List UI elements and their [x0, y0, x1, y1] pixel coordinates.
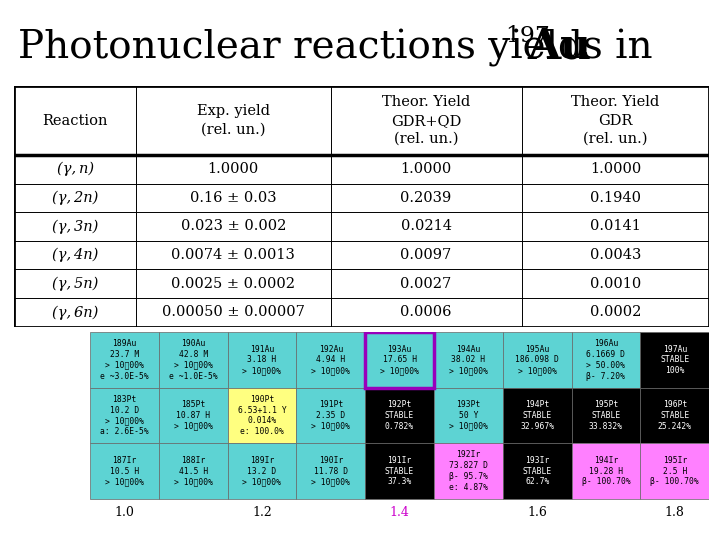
Bar: [228, 388, 297, 443]
Text: 0.0002: 0.0002: [590, 306, 641, 319]
Text: 190Ir
11.78 D
> 10⁳00%: 190Ir 11.78 D > 10⁳00%: [311, 456, 351, 487]
Bar: [90, 388, 159, 443]
Text: 195Au
186.098 D
> 10⁳00%: 195Au 186.098 D > 10⁳00%: [516, 345, 559, 375]
Text: Exp. yield
(rel. un.): Exp. yield (rel. un.): [197, 104, 270, 137]
Text: (γ, 3n): (γ, 3n): [52, 219, 99, 234]
Bar: [365, 332, 434, 388]
Bar: [365, 332, 434, 388]
Text: 1.0000: 1.0000: [400, 162, 451, 176]
Text: 0.1940: 0.1940: [590, 191, 641, 205]
Bar: [572, 332, 640, 388]
Text: 188Ir
41.5 H
> 10⁳00%: 188Ir 41.5 H > 10⁳00%: [174, 456, 212, 487]
Bar: [434, 443, 503, 499]
Text: 187Ir
10.5 H
> 10⁳00%: 187Ir 10.5 H > 10⁳00%: [105, 456, 144, 487]
Text: 1.0000: 1.0000: [590, 162, 641, 176]
Bar: [297, 388, 365, 443]
Text: 194Au
38.02 H
> 10⁳00%: 194Au 38.02 H > 10⁳00%: [449, 345, 488, 375]
Text: 0.16 ± 0.03: 0.16 ± 0.03: [190, 191, 276, 205]
Bar: [640, 443, 709, 499]
Text: 193Au
17.65 H
> 10⁳00%: 193Au 17.65 H > 10⁳00%: [380, 345, 419, 375]
Text: 0.0043: 0.0043: [590, 248, 641, 262]
Text: 0.0010: 0.0010: [590, 276, 641, 291]
Text: 0.0074 ± 0.0013: 0.0074 ± 0.0013: [171, 248, 295, 262]
Bar: [365, 443, 434, 499]
Bar: [434, 388, 503, 443]
Text: 194Ir
19.28 H
β- 100.70%: 194Ir 19.28 H β- 100.70%: [582, 456, 631, 487]
Bar: [159, 443, 228, 499]
Bar: [434, 332, 503, 388]
Text: 195Pt
STABLE
33.832%: 195Pt STABLE 33.832%: [589, 400, 623, 431]
Bar: [159, 388, 228, 443]
Text: (γ, 2n): (γ, 2n): [52, 191, 99, 205]
Bar: [90, 443, 159, 499]
Text: 189Au
23.7 M
> 10⁳00%
e ~3.0E-5%: 189Au 23.7 M > 10⁳00% e ~3.0E-5%: [100, 339, 149, 381]
Bar: [228, 443, 297, 499]
Text: Theor. Yield
GDR+QD
(rel. un.): Theor. Yield GDR+QD (rel. un.): [382, 95, 470, 146]
Text: 190Au
42.8 M
> 10⁳00%
e ~1.0E-5%: 190Au 42.8 M > 10⁳00% e ~1.0E-5%: [168, 339, 217, 381]
Text: 0.0025 ± 0.0002: 0.0025 ± 0.0002: [171, 276, 295, 291]
Text: 1.8: 1.8: [665, 506, 685, 519]
Bar: [365, 388, 434, 443]
Text: 1.6: 1.6: [527, 506, 547, 519]
Bar: [640, 388, 709, 443]
Text: Photonuclear reactions yields in: Photonuclear reactions yields in: [18, 29, 665, 66]
Text: 191Au
3.18 H
> 10⁳00%: 191Au 3.18 H > 10⁳00%: [243, 345, 282, 375]
Text: 192Pt
STABLE
0.782%: 192Pt STABLE 0.782%: [385, 400, 414, 431]
Text: 192Au
4.94 H
> 10⁳00%: 192Au 4.94 H > 10⁳00%: [311, 345, 351, 375]
Bar: [228, 332, 297, 388]
Bar: [503, 443, 572, 499]
Bar: [640, 332, 709, 388]
Text: 1.2: 1.2: [252, 506, 272, 519]
Text: 0.0214: 0.0214: [400, 219, 451, 233]
Bar: [503, 388, 572, 443]
Bar: [297, 443, 365, 499]
Bar: [90, 332, 159, 388]
Text: (γ, n): (γ, n): [57, 162, 94, 177]
Text: Theor. Yield
GDR
(rel. un.): Theor. Yield GDR (rel. un.): [571, 95, 660, 146]
Text: Au: Au: [527, 25, 591, 67]
Text: 196Au
6.1669 D
> 50.00%
β- 7.20%: 196Au 6.1669 D > 50.00% β- 7.20%: [587, 339, 626, 381]
Text: 185Pt
10.87 H
> 10⁳00%: 185Pt 10.87 H > 10⁳00%: [174, 400, 212, 431]
Text: 193Ir
STABLE
62.7%: 193Ir STABLE 62.7%: [523, 456, 552, 487]
Text: 192Ir
73.827 D
β- 95.7%
e: 4.87%: 192Ir 73.827 D β- 95.7% e: 4.87%: [449, 450, 488, 492]
Text: (γ, 4n): (γ, 4n): [52, 248, 99, 262]
Text: 197: 197: [505, 25, 550, 47]
Text: (γ, 6n): (γ, 6n): [52, 305, 99, 320]
Text: 0.2039: 0.2039: [400, 191, 451, 205]
Text: 0.0006: 0.0006: [400, 306, 452, 319]
Text: 0.0027: 0.0027: [400, 276, 451, 291]
Bar: [159, 332, 228, 388]
Text: 197Au
STABLE
100%: 197Au STABLE 100%: [660, 345, 690, 375]
Text: 191Pt
2.35 D
> 10⁳00%: 191Pt 2.35 D > 10⁳00%: [311, 400, 351, 431]
Text: 193Pt
50 Y
> 10⁳00%: 193Pt 50 Y > 10⁳00%: [449, 400, 488, 431]
Text: 189Ir
13.2 D
> 10⁳00%: 189Ir 13.2 D > 10⁳00%: [243, 456, 282, 487]
Text: 183Pt
10.2 D
> 10⁳00%
a: 2.6E-5%: 183Pt 10.2 D > 10⁳00% a: 2.6E-5%: [100, 395, 149, 436]
Text: 0.00050 ± 0.00007: 0.00050 ± 0.00007: [162, 306, 305, 319]
Bar: [572, 388, 640, 443]
Text: 1.0000: 1.0000: [207, 162, 259, 176]
Text: 190Pt
6.53+1.1 Y
0.014%
e: 100.0%: 190Pt 6.53+1.1 Y 0.014% e: 100.0%: [238, 395, 287, 436]
Bar: [503, 332, 572, 388]
Text: 0.023 ± 0.002: 0.023 ± 0.002: [181, 219, 286, 233]
Text: 0.0097: 0.0097: [400, 248, 451, 262]
Text: 195Ir
2.5 H
β- 100.70%: 195Ir 2.5 H β- 100.70%: [650, 456, 699, 487]
Text: 194Pt
STABLE
32.967%: 194Pt STABLE 32.967%: [520, 400, 554, 431]
Text: 196Pt
STABLE
25.242%: 196Pt STABLE 25.242%: [658, 400, 692, 431]
Text: 191Ir
STABLE
37.3%: 191Ir STABLE 37.3%: [385, 456, 414, 487]
Text: 1.4: 1.4: [390, 506, 410, 519]
Bar: [297, 332, 365, 388]
Bar: [572, 443, 640, 499]
Text: 1.0: 1.0: [114, 506, 135, 519]
Text: 0.0141: 0.0141: [590, 219, 641, 233]
Text: Reaction: Reaction: [42, 113, 108, 127]
Text: (γ, 5n): (γ, 5n): [52, 276, 99, 291]
